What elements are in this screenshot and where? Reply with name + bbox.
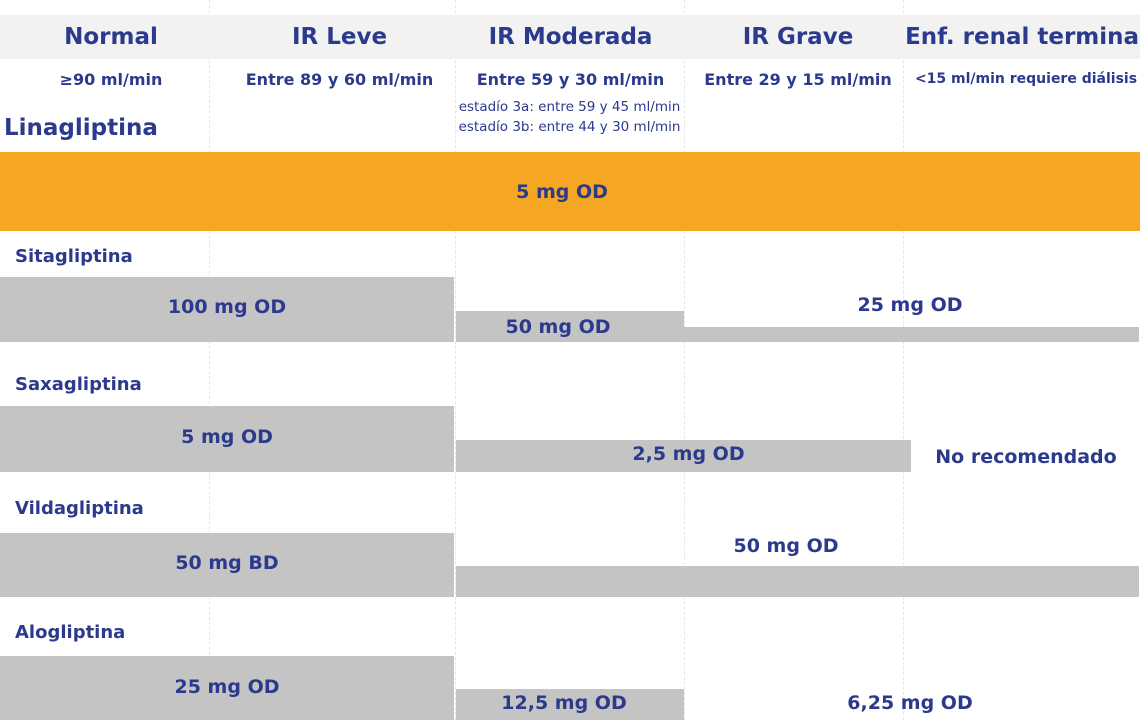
dose-sitagliptina-normal: 100 mg OD: [167, 296, 287, 318]
column-range-ir-moderada: Entre 59 y 30 ml/min: [476, 69, 665, 89]
dose-vildagliptina-moderada: 50 mg OD: [733, 535, 839, 557]
dose-vildagliptina-normal: 50 mg BD: [175, 552, 279, 574]
column-header-enf-renal-terminal: Enf. renal terminal: [905, 24, 1140, 50]
substage-3a: estadío 3a: entre 59 y 45 ml/min: [458, 99, 681, 115]
column-header-ir-moderada: IR Moderada: [488, 24, 653, 50]
dose-bar-sitagliptina-grave: [684, 327, 1139, 342]
drug-label-sitagliptina: Sitagliptina: [15, 246, 133, 267]
dose-bar-saxagliptina-normal: [0, 406, 454, 472]
dose-alogliptina-grave: 6,25 mg OD: [847, 692, 973, 714]
dose-bar-saxagliptina-moderada: [456, 440, 911, 472]
dose-linagliptina-all: 5 mg OD: [516, 180, 608, 203]
column-header-ir-grave: IR Grave: [742, 24, 854, 50]
substage-3b: estadío 3b: entre 44 y 30 ml/min: [458, 119, 681, 135]
column-range-ir-grave: Entre 29 y 15 ml/min: [704, 69, 892, 89]
column-range-normal: ≥90 ml/min: [59, 69, 163, 89]
dose-sitagliptina-moderada: 50 mg OD: [505, 316, 611, 338]
column-guide: [455, 0, 456, 720]
dose-bar-alogliptina-normal: [0, 656, 454, 720]
dose-bar-vildagliptina-moderada: [456, 566, 1139, 597]
dose-saxagliptina-moderada: 2,5 mg OD: [632, 443, 745, 465]
drug-label-saxagliptina: Saxagliptina: [15, 374, 142, 395]
header-band: [0, 15, 1140, 59]
dose-saxagliptina-normal: 5 mg OD: [181, 426, 273, 448]
drug-label-vildagliptina: Vildagliptina: [15, 498, 144, 519]
dose-sitagliptina-grave: 25 mg OD: [857, 294, 963, 316]
column-guide: [903, 0, 904, 720]
dose-bar-sitagliptina-normal: [0, 277, 454, 342]
column-range-ir-leve: Entre 89 y 60 ml/min: [245, 69, 434, 89]
dose-bar-vildagliptina-normal: [0, 533, 454, 597]
dose-bar-linagliptina: [0, 152, 1140, 231]
column-guide: [209, 0, 210, 720]
dose-bar-sitagliptina-moderada: [456, 311, 684, 342]
column-header-ir-leve: IR Leve: [291, 24, 388, 50]
dose-alogliptina-moderada: 12,5 mg OD: [501, 692, 627, 714]
drug-label-linagliptina: Linagliptina: [4, 115, 158, 141]
dose-alogliptina-normal: 25 mg OD: [174, 676, 280, 698]
column-range-enf-renal-terminal: <15 ml/min requiere diálisis: [914, 71, 1138, 87]
dose-bar-alogliptina-moderada: [456, 689, 684, 720]
column-header-normal: Normal: [64, 24, 158, 50]
dose-saxagliptina-terminal: No recomendado: [935, 446, 1117, 468]
column-guide: [684, 0, 685, 720]
drug-label-alogliptina: Alogliptina: [15, 622, 126, 643]
